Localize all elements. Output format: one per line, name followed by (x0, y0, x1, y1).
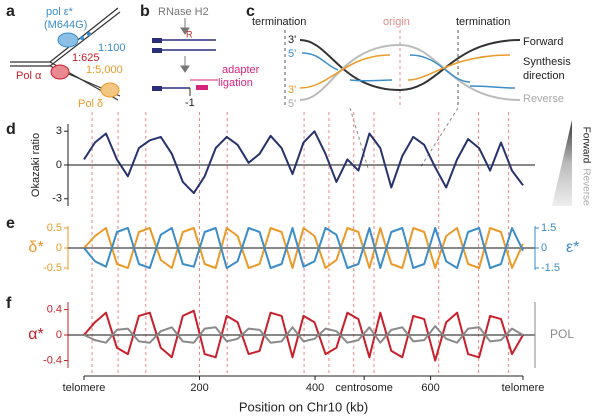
y2-label: POL (550, 327, 574, 341)
label: 3' (288, 84, 296, 96)
y-tick-label: 3 (56, 125, 62, 137)
strand-end (152, 86, 162, 91)
y-tick-label: 0 (56, 159, 62, 171)
series-line (83, 130, 524, 195)
label: direction (523, 70, 565, 82)
label: 5' (288, 98, 296, 110)
label: Reverse (523, 93, 564, 105)
y-label: δ* (28, 239, 43, 256)
label: 3' (288, 34, 296, 46)
label: termination (252, 16, 306, 28)
panel-label: c (246, 3, 255, 20)
y-label: Okazaki ratio (30, 133, 42, 197)
direction-wedge (552, 120, 572, 206)
label: Pol α (16, 70, 42, 82)
series-line (83, 309, 524, 362)
label: pol ε* (46, 6, 74, 18)
label: (M644G) (44, 19, 87, 31)
label: 1:625 (72, 52, 100, 64)
label: ligation (218, 77, 253, 89)
label: Forward (523, 36, 563, 48)
y2-tick-label: 0 (541, 242, 547, 254)
side-label: Reverse (580, 168, 591, 206)
dot (80, 36, 84, 40)
y-tick-label: -0.5 (43, 262, 62, 274)
strand-end (152, 38, 162, 43)
y-tick-label: 0.5 (47, 222, 62, 234)
label: Pol δ (78, 98, 103, 110)
x-tick-label: 200 (190, 382, 208, 394)
pol-delta (100, 82, 120, 98)
panel-label: e (6, 215, 15, 232)
x-tick-label: telomere (63, 382, 106, 394)
x-tick-label: 600 (421, 382, 439, 394)
panel-label: f (6, 295, 12, 312)
series-line (83, 227, 524, 269)
y2-label: ε* (566, 239, 579, 256)
y-tick-label: 0.4 (47, 303, 62, 315)
label: origin (383, 16, 410, 28)
label: 1:100 (98, 42, 126, 54)
label: R (186, 29, 193, 39)
y-tick-label: 0 (56, 329, 62, 341)
panel-label: a (6, 3, 15, 20)
y2-tick-label: 1.5 (541, 222, 556, 234)
x-tick-label: 400 (306, 382, 324, 394)
pol-alpha (50, 64, 70, 80)
ligation-diagram (180, 18, 190, 73)
series-line (83, 325, 524, 344)
label: adapter (222, 64, 260, 76)
label: 1:5,000 (86, 64, 123, 76)
y-tick-label: -0.4 (43, 354, 62, 366)
y2-tick-label: -1.5 (541, 262, 560, 274)
pol-epsilon (57, 32, 79, 48)
x-tick-label: centrosome (335, 382, 392, 394)
x-label: Position on Chr10 (kb) (239, 399, 368, 414)
label: Synthesis (523, 56, 571, 68)
x-tick-label: telomere (502, 382, 545, 394)
series-line (83, 227, 524, 269)
strand-end (152, 48, 162, 53)
label: -1 (185, 97, 195, 109)
dot (87, 32, 91, 36)
panel-label: d (6, 121, 16, 138)
y-tick-label: -3 (52, 193, 62, 205)
side-label: Forward (580, 127, 591, 164)
label: RNase H2 (158, 6, 209, 18)
replication-diagram (284, 30, 521, 169)
panel-label: b (140, 3, 150, 20)
adapter (196, 85, 208, 90)
y-tick-label: 0 (56, 242, 62, 254)
label: 5' (288, 48, 296, 60)
y-label: α* (28, 326, 43, 343)
label: termination (456, 16, 510, 28)
